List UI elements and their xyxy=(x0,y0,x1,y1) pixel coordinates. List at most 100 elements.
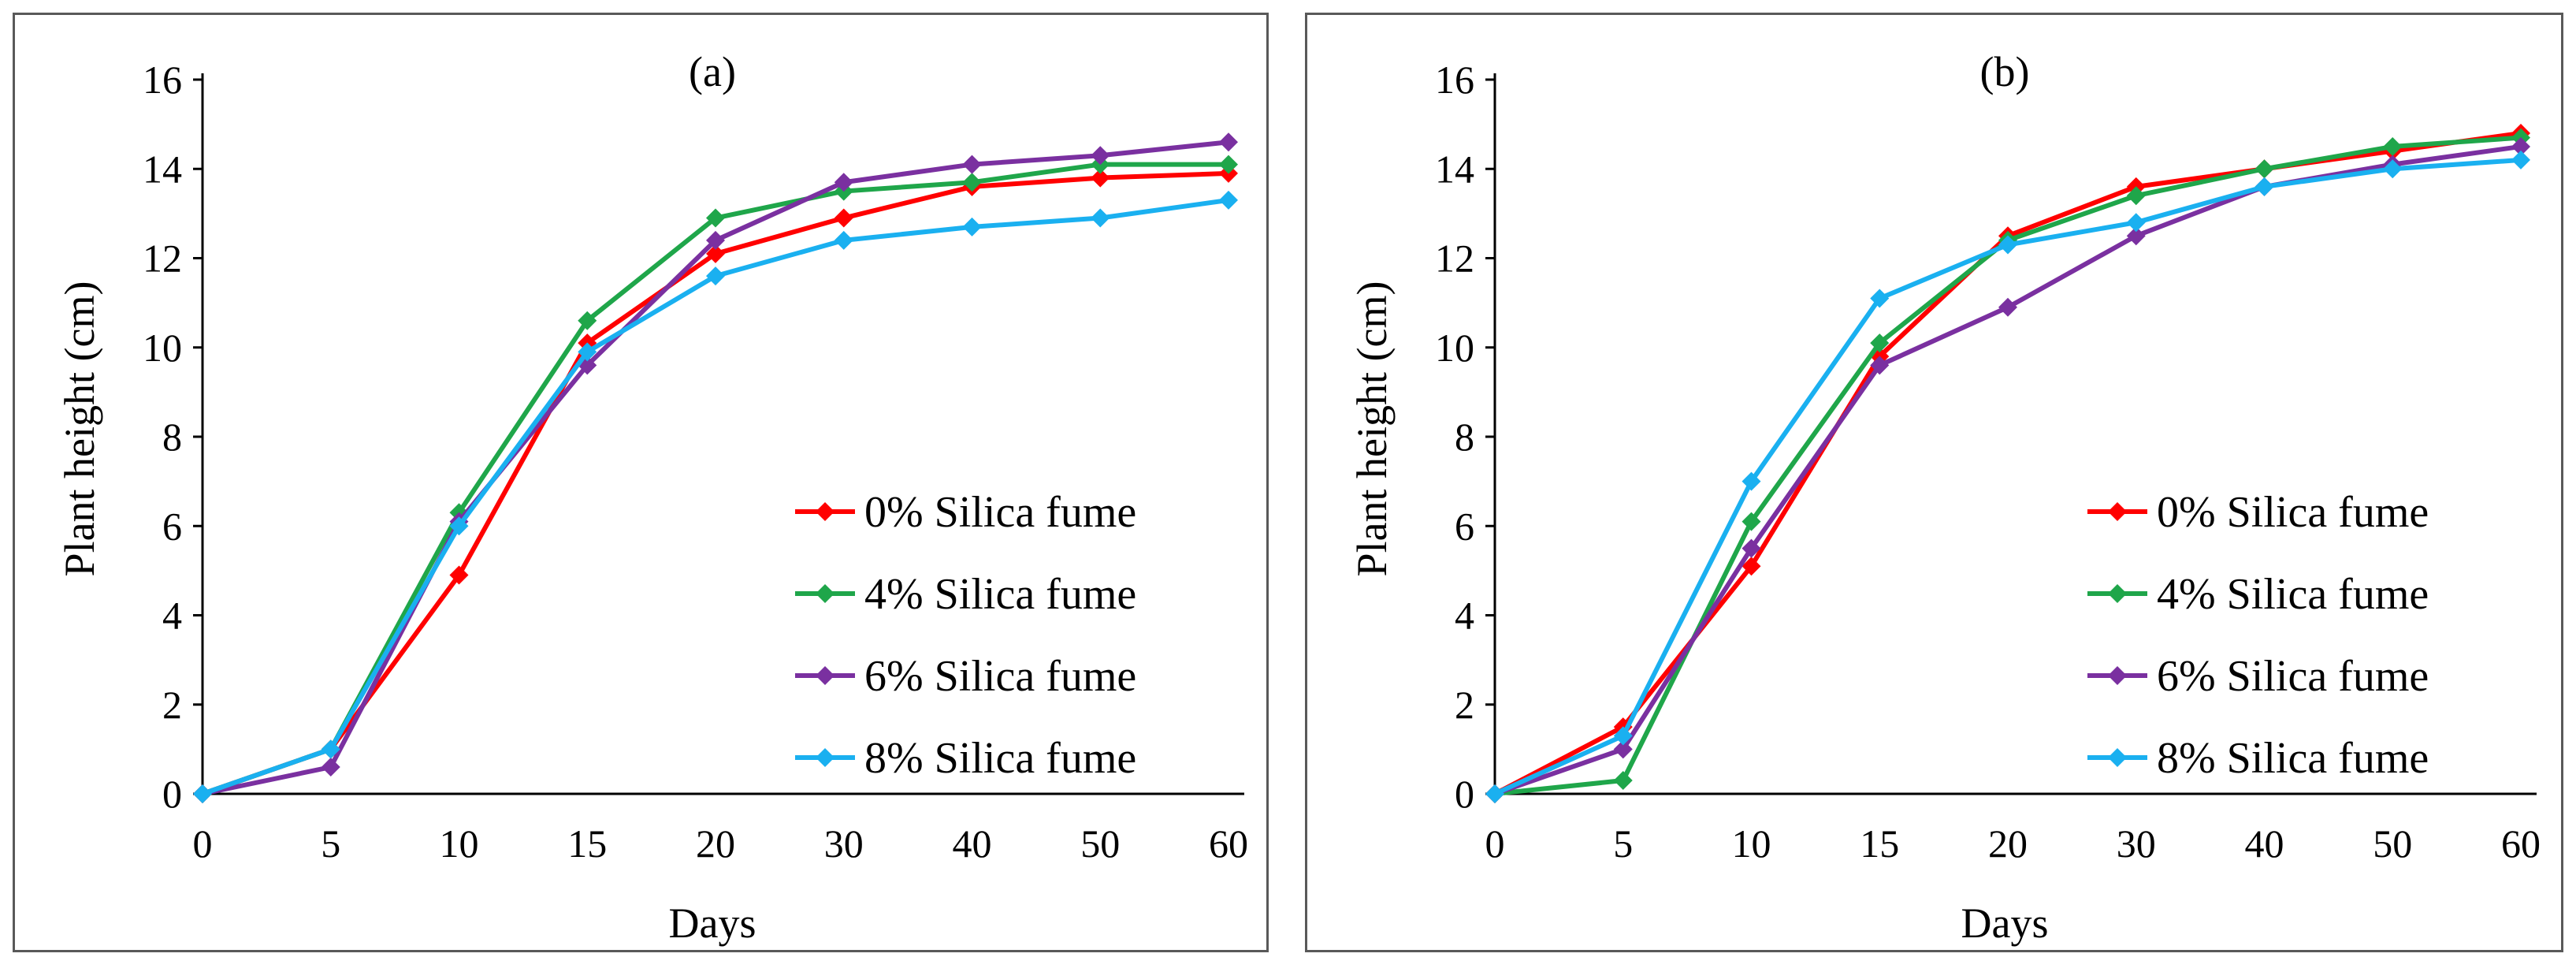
data-point-marker xyxy=(962,173,982,192)
chart-a: 0 2 4 6 8 10 12 14 16 0 5 10 15 20 30 40 50 60 Days Plant h… xyxy=(56,48,1248,947)
x-tick-label: 15 xyxy=(567,821,607,866)
data-point-marker xyxy=(578,311,597,330)
y-tick-label: 16 xyxy=(1435,58,1474,102)
x-tick-label: 0 xyxy=(193,821,213,866)
x-tick-label: 30 xyxy=(824,821,864,866)
x-tick-label: 60 xyxy=(1209,821,1248,866)
data-point-marker xyxy=(321,758,340,777)
chart-b: 0 2 4 6 8 10 12 14 16 0 5 10 15 20 30 40 50 60 Days Plant h… xyxy=(1348,48,2541,947)
data-point-marker xyxy=(962,155,982,174)
data-point-marker xyxy=(834,173,853,192)
y-tick-label: 16 xyxy=(143,58,182,102)
data-point-marker xyxy=(834,230,853,250)
x-tick-label: 5 xyxy=(1613,821,1633,866)
y-tick-label: 4 xyxy=(1455,594,1474,638)
data-point-marker xyxy=(449,565,469,585)
legend-marker xyxy=(2108,748,2127,767)
data-point-marker xyxy=(449,516,469,536)
legend-label: 0% Silica fume xyxy=(864,488,1136,537)
y-tick-label: 0 xyxy=(1455,772,1474,816)
data-point-marker xyxy=(578,342,597,362)
legend-entry-3: 6% Silica fume xyxy=(2087,652,2429,701)
legend-label: 8% Silica fume xyxy=(864,734,1136,783)
data-point-marker xyxy=(2383,159,2403,179)
legend-entry-1: 0% Silica fume xyxy=(795,488,1136,537)
data-point-marker xyxy=(1091,146,1110,166)
x-tick-label: 10 xyxy=(1732,821,1771,866)
legend-label: 6% Silica fume xyxy=(2157,652,2429,701)
legend-label: 4% Silica fume xyxy=(864,570,1136,619)
x-tick-label: 40 xyxy=(2245,821,2284,866)
y-tick-label: 10 xyxy=(1435,326,1474,370)
data-point-marker xyxy=(2126,213,2146,233)
x-tick-label: 0 xyxy=(1485,821,1505,866)
x-tick-label: 50 xyxy=(1080,821,1120,866)
data-point-marker xyxy=(1613,726,1633,746)
y-tick-label: 4 xyxy=(162,594,182,638)
chart-title: (a) xyxy=(689,48,736,95)
legend-label: 4% Silica fume xyxy=(2157,570,2429,619)
data-point-marker xyxy=(2254,177,2274,196)
legend-marker xyxy=(816,502,835,521)
legend-marker xyxy=(2108,584,2127,603)
y-tick-label: 10 xyxy=(143,326,182,370)
y-tick-label: 0 xyxy=(162,772,182,816)
data-point-marker xyxy=(1485,784,1504,803)
x-tick-label: 40 xyxy=(953,821,992,866)
legend-entry-4: 8% Silica fume xyxy=(795,734,1136,783)
legend-entry-2: 4% Silica fume xyxy=(2087,570,2429,619)
y-tick-label: 6 xyxy=(162,504,182,548)
x-axis-title: Days xyxy=(669,899,756,947)
legend-entry-4: 8% Silica fume xyxy=(2087,734,2429,783)
data-point-marker xyxy=(706,208,725,228)
y-tick-label: 2 xyxy=(162,683,182,727)
x-tick-label: 15 xyxy=(1860,821,1899,866)
data-point-marker xyxy=(834,208,853,228)
y-tick-label: 8 xyxy=(1455,415,1474,459)
x-tick-label: 60 xyxy=(2501,821,2541,866)
data-point-marker xyxy=(1870,289,1890,308)
legend-entry-1: 0% Silica fume xyxy=(2087,488,2429,537)
data-point-marker xyxy=(1998,235,2017,255)
x-axis-title: Days xyxy=(1961,899,2049,947)
data-point-marker xyxy=(193,784,212,803)
legend-label: 0% Silica fume xyxy=(2157,488,2429,537)
x-tick-label: 10 xyxy=(440,821,479,866)
series-4 xyxy=(1485,150,2530,803)
data-point-marker xyxy=(2511,136,2530,156)
x-tick-label: 20 xyxy=(1988,821,2028,866)
data-point-marker xyxy=(1613,771,1633,791)
x-tick-label: 5 xyxy=(321,821,340,866)
x-tick-label: 20 xyxy=(696,821,735,866)
data-point-marker xyxy=(1741,512,1761,531)
legend-marker xyxy=(816,748,835,767)
series-3 xyxy=(193,132,1238,803)
y-tick-label: 14 xyxy=(143,147,182,191)
data-point-marker xyxy=(1741,557,1761,576)
data-point-marker xyxy=(706,244,725,263)
y-tick-label: 12 xyxy=(1435,236,1474,281)
series-3 xyxy=(1485,136,2530,803)
data-point-marker xyxy=(1741,538,1761,558)
data-point-marker xyxy=(2254,159,2274,179)
legend-entry-3: 6% Silica fume xyxy=(795,652,1136,701)
data-point-marker xyxy=(1998,297,2017,317)
legend-marker xyxy=(816,666,835,685)
legend-marker xyxy=(2108,666,2127,685)
data-point-marker xyxy=(706,266,725,286)
data-point-marker xyxy=(1219,132,1238,152)
data-point-marker xyxy=(2383,136,2403,156)
chart-panel-b: 0 2 4 6 8 10 12 14 16 0 5 10 15 20 30 40 50 60 Days Plant h… xyxy=(1305,13,2563,952)
chart-title: (b) xyxy=(1980,48,2030,95)
legend-label: 6% Silica fume xyxy=(864,652,1136,701)
chart-panel-a: 0 2 4 6 8 10 12 14 16 0 5 10 15 20 30 40 50 60 Days Plant h… xyxy=(13,13,1269,952)
y-tick-label: 8 xyxy=(162,415,182,459)
data-point-marker xyxy=(2126,186,2146,206)
y-axis-title: Plant height (cm) xyxy=(1348,281,1396,577)
series-4 xyxy=(193,190,1238,803)
y-tick-label: 2 xyxy=(1455,683,1474,727)
y-tick-label: 12 xyxy=(143,236,182,281)
data-point-marker xyxy=(706,230,725,250)
y-tick-label: 6 xyxy=(1455,504,1474,548)
legend-marker xyxy=(2108,502,2127,521)
